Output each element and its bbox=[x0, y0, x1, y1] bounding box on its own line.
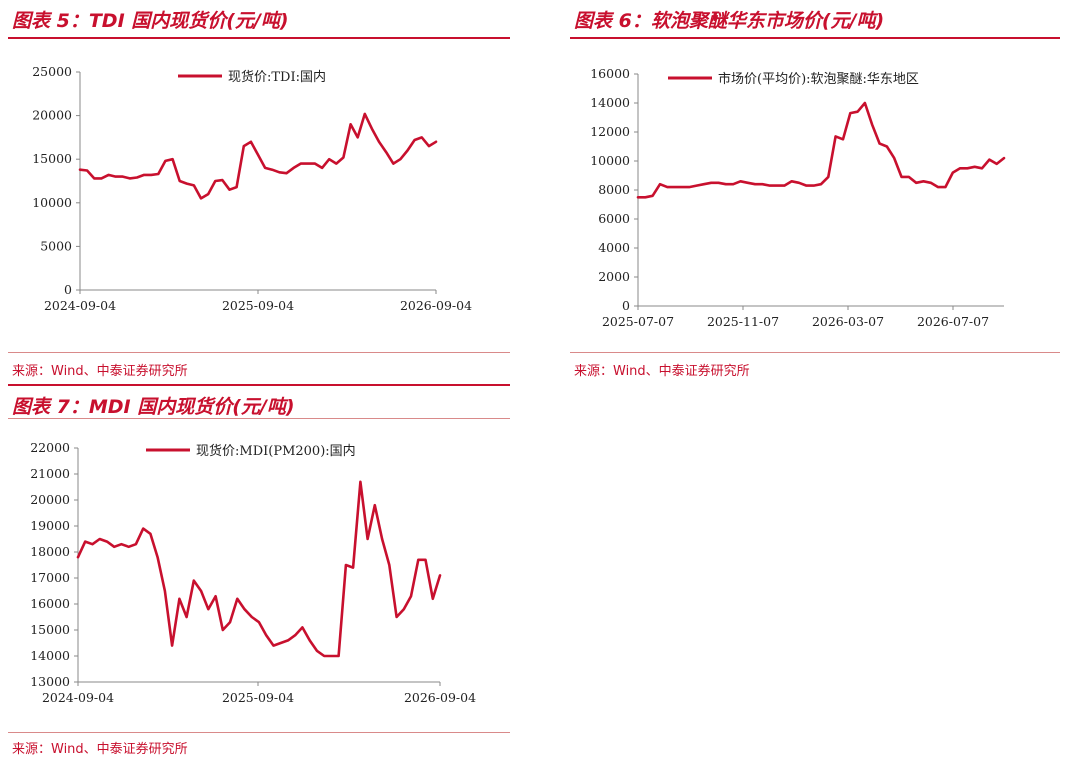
x-tick-label: 2026-09-04 bbox=[400, 298, 472, 313]
y-tick-label: 14000 bbox=[590, 95, 630, 110]
y-tick-label: 20000 bbox=[30, 492, 70, 507]
y-tick-label: 5000 bbox=[40, 238, 72, 253]
chart-title-tdi: 图表 5：TDI 国内现货价(元/吨) bbox=[12, 10, 289, 32]
x-tick-label: 2024-09-04 bbox=[44, 298, 116, 313]
source-note-mdi: 来源：Wind、中泰证券研究所 bbox=[12, 742, 188, 757]
x-tick-label: 2025-09-04 bbox=[222, 298, 294, 313]
title-underline bbox=[8, 37, 510, 39]
y-tick-label: 6000 bbox=[598, 211, 630, 226]
y-tick-label: 10000 bbox=[590, 153, 630, 168]
x-tick-label: 2026-09-04 bbox=[404, 690, 476, 705]
series-line bbox=[636, 101, 1006, 199]
x-tick-label: 2024-09-04 bbox=[42, 690, 114, 705]
y-tick-label: 16000 bbox=[590, 66, 630, 81]
x-tick-label: 2025-07-07 bbox=[602, 314, 674, 329]
line-chart-mdi: 13000 14000 15000 16000 17000 18000 19000 20000… bbox=[30, 440, 476, 705]
chart-panel-mdi: 图表 7：MDI 国内现货价(元/吨) 13000 14000 15000 16000… bbox=[8, 384, 510, 762]
y-tick-label: 17000 bbox=[30, 570, 70, 585]
y-tick-label: 14000 bbox=[30, 648, 70, 663]
series-line bbox=[76, 480, 442, 658]
title-underline bbox=[8, 418, 510, 419]
y-tick-label: 19000 bbox=[30, 518, 70, 533]
y-tick-label: 12000 bbox=[590, 124, 630, 139]
x-tick-label: 2025-11-07 bbox=[707, 314, 779, 329]
title-underline bbox=[570, 37, 1060, 39]
y-tick-label: 2000 bbox=[598, 269, 630, 284]
source-note-tdi: 来源：Wind、中泰证券研究所 bbox=[12, 364, 188, 379]
x-tick-label: 2025-09-04 bbox=[222, 690, 294, 705]
y-tick-label: 8000 bbox=[598, 182, 630, 197]
chart-panel-polyether: 图表 6：软泡聚醚华东市场价(元/吨) 0 2000 4000 6000 8000 100… bbox=[570, 6, 1060, 380]
chart-title-polyether: 图表 6：软泡聚醚华东市场价(元/吨) bbox=[574, 10, 885, 32]
line-chart-tdi: 0 5000 10000 15000 20000 25000 2024-09-04 2025-… bbox=[32, 64, 472, 313]
y-tick-label: 0 bbox=[64, 282, 72, 297]
line-chart-polyether: 0 2000 4000 6000 8000 10000 12000 14000 16000 202… bbox=[590, 66, 1006, 329]
y-tick-label: 15000 bbox=[30, 622, 70, 637]
series-line bbox=[78, 112, 438, 200]
legend-label: 现货价:TDI:国内 bbox=[228, 69, 326, 85]
y-tick-label: 4000 bbox=[598, 240, 630, 255]
y-tick-label: 10000 bbox=[32, 195, 72, 210]
y-tick-label: 18000 bbox=[30, 544, 70, 559]
y-tick-label: 0 bbox=[622, 298, 630, 313]
chart-title-mdi: 图表 7：MDI 国内现货价(元/吨) bbox=[12, 396, 295, 418]
x-tick-label: 2026-07-07 bbox=[917, 314, 989, 329]
title-top-line bbox=[8, 384, 510, 386]
y-tick-label: 22000 bbox=[30, 440, 70, 455]
chart-panel-tdi: 图表 5：TDI 国内现货价(元/吨) 0 5000 10000 15000 20000… bbox=[8, 6, 510, 380]
source-divider bbox=[8, 352, 510, 353]
y-tick-label: 13000 bbox=[30, 674, 70, 689]
y-tick-label: 21000 bbox=[30, 466, 70, 481]
y-tick-label: 15000 bbox=[32, 151, 72, 166]
source-divider bbox=[570, 352, 1060, 353]
legend-label: 现货价:MDI(PM200):国内 bbox=[196, 443, 356, 459]
y-tick-label: 16000 bbox=[30, 596, 70, 611]
source-divider bbox=[8, 732, 510, 733]
legend-label: 市场价(平均价):软泡聚醚:华东地区 bbox=[718, 71, 919, 87]
y-tick-label: 20000 bbox=[32, 108, 72, 123]
x-tick-label: 2026-03-07 bbox=[812, 314, 884, 329]
source-note-polyether: 来源：Wind、中泰证券研究所 bbox=[574, 364, 750, 379]
y-tick-label: 25000 bbox=[32, 64, 72, 79]
